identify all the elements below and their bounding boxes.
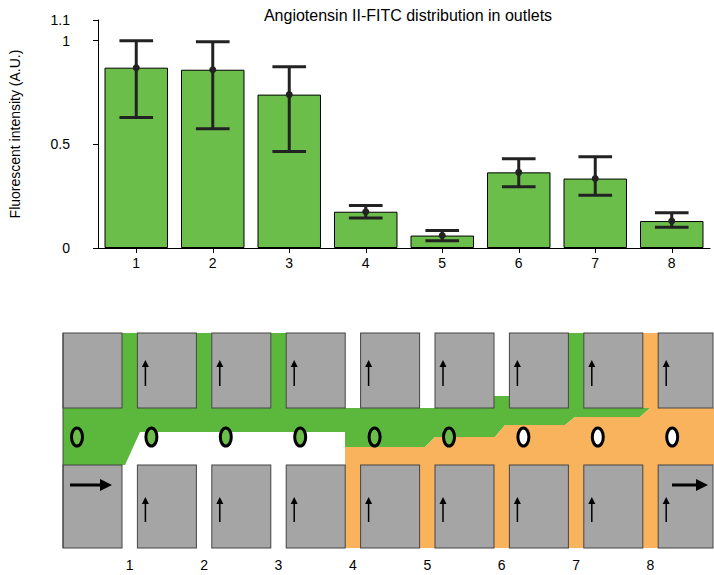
svg-text:7: 7 bbox=[572, 557, 580, 573]
svg-text:8: 8 bbox=[647, 557, 655, 573]
svg-text:Fluorescent intensity (A.U.): Fluorescent intensity (A.U.) bbox=[7, 50, 23, 219]
svg-text:7: 7 bbox=[591, 255, 599, 271]
svg-text:1.1: 1.1 bbox=[51, 12, 71, 28]
svg-text:1: 1 bbox=[132, 255, 140, 271]
svg-text:5: 5 bbox=[438, 255, 446, 271]
svg-text:5: 5 bbox=[423, 557, 431, 573]
svg-text:2: 2 bbox=[209, 255, 217, 271]
svg-text:1: 1 bbox=[62, 33, 70, 49]
svg-text:Angiotensin II-FITC distributi: Angiotensin II-FITC distribution in outl… bbox=[264, 7, 552, 24]
svg-text:3: 3 bbox=[285, 255, 293, 271]
svg-text:6: 6 bbox=[498, 557, 506, 573]
svg-text:8: 8 bbox=[668, 255, 676, 271]
svg-text:6: 6 bbox=[515, 255, 523, 271]
svg-text:2: 2 bbox=[200, 557, 208, 573]
svg-text:3: 3 bbox=[275, 557, 283, 573]
svg-text:4: 4 bbox=[362, 255, 370, 271]
svg-text:1: 1 bbox=[126, 557, 134, 573]
svg-text:0: 0 bbox=[62, 240, 70, 256]
svg-text:0.5: 0.5 bbox=[51, 136, 71, 152]
svg-text:4: 4 bbox=[349, 557, 357, 573]
